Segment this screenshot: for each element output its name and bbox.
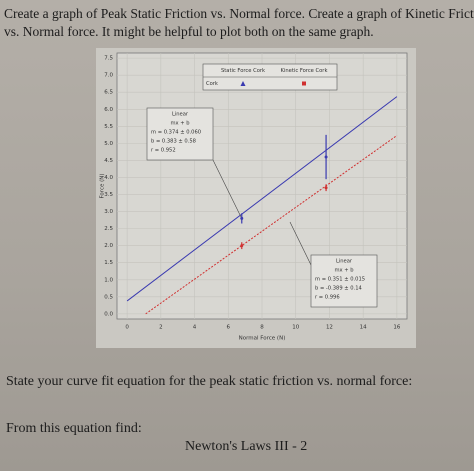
y-tick-label: 7.0 xyxy=(104,73,113,79)
annotation-text: m = 0.351 ± 0.015 xyxy=(315,277,365,283)
x-tick-label: 16 xyxy=(393,325,400,331)
annotation-text: r = 0.952 xyxy=(151,148,176,154)
data-point xyxy=(240,216,244,220)
annotation-box xyxy=(146,107,214,161)
x-tick-label: 0 xyxy=(125,325,129,331)
y-tick-label: 4.0 xyxy=(104,175,113,181)
y-tick-label: 1.0 xyxy=(104,277,113,283)
x-tick-label: 8 xyxy=(260,325,264,331)
fit-line xyxy=(145,135,398,315)
annotation-text: r = 0.996 xyxy=(315,295,340,301)
instruction-line: vs. Normal force. It might be helpful to… xyxy=(4,24,374,39)
y-tick-label: 3.5 xyxy=(104,192,113,198)
annotation-text: m = 0.374 ± 0.060 xyxy=(151,130,201,136)
y-tick-label: 3.0 xyxy=(104,209,113,215)
x-tick-label: 10 xyxy=(292,325,299,331)
y-tick-label: 4.5 xyxy=(104,158,113,164)
chart: 0.0 0.5 1.0 1.5 2.0 2.5 3.0 3.5 4.0 4.5 5.0 5.5 6.0 6… xyxy=(96,48,416,348)
annotation-text: b = -0.389 ± 0.14 xyxy=(315,286,363,292)
y-tick-label: 2.5 xyxy=(104,226,113,232)
y-tick-label: 2.0 xyxy=(104,243,113,249)
y-tick-label: 0.5 xyxy=(104,294,113,300)
data-point xyxy=(324,186,328,190)
data-point xyxy=(324,155,328,159)
annotation-text: Linear xyxy=(336,259,353,265)
fit-line xyxy=(126,96,398,302)
legend-swatch xyxy=(240,81,246,86)
x-tick-label: 6 xyxy=(227,325,231,331)
instruction-line: Create a graph of Peak Static Friction v… xyxy=(4,6,474,21)
annotation-text: Linear xyxy=(172,112,189,118)
legend-label: Kinetic Force Cork xyxy=(281,68,328,74)
pointer xyxy=(212,159,242,218)
data-point xyxy=(240,244,244,248)
x-tick-label: 4 xyxy=(193,325,197,331)
x-tick-label: 2 xyxy=(159,325,163,331)
legend-row-label: Cork xyxy=(206,81,218,87)
annotation-text: mx + b xyxy=(170,121,190,127)
annotation-box xyxy=(310,254,378,308)
footer: Newton's Laws III - 2 xyxy=(185,439,308,454)
y-tick-label: 1.5 xyxy=(104,260,113,266)
question: State your curve fit equation for the pe… xyxy=(6,374,413,389)
y-tick-label: 6.5 xyxy=(104,90,113,96)
annotation-text: b = 0.383 ± 0.58 xyxy=(151,139,196,145)
y-tick-label: 7.5 xyxy=(104,56,113,62)
y-tick-label: 5.5 xyxy=(104,124,113,130)
legend-label: Static Force Cork xyxy=(221,68,265,74)
legend-swatch xyxy=(302,81,306,86)
y-tick-label: 0.0 xyxy=(104,311,113,317)
pointer xyxy=(289,221,312,266)
x-tick-label: 12 xyxy=(326,325,333,331)
y-axis-label: Force (N) xyxy=(100,173,106,198)
question: From this equation find: xyxy=(6,421,142,436)
y-tick-label: 5.0 xyxy=(104,141,113,147)
annotation-text: mx + b xyxy=(334,268,354,274)
y-tick-label: 6.0 xyxy=(104,107,113,113)
x-axis-label: Normal Force (N) xyxy=(239,336,286,342)
x-tick-label: 14 xyxy=(360,325,367,331)
